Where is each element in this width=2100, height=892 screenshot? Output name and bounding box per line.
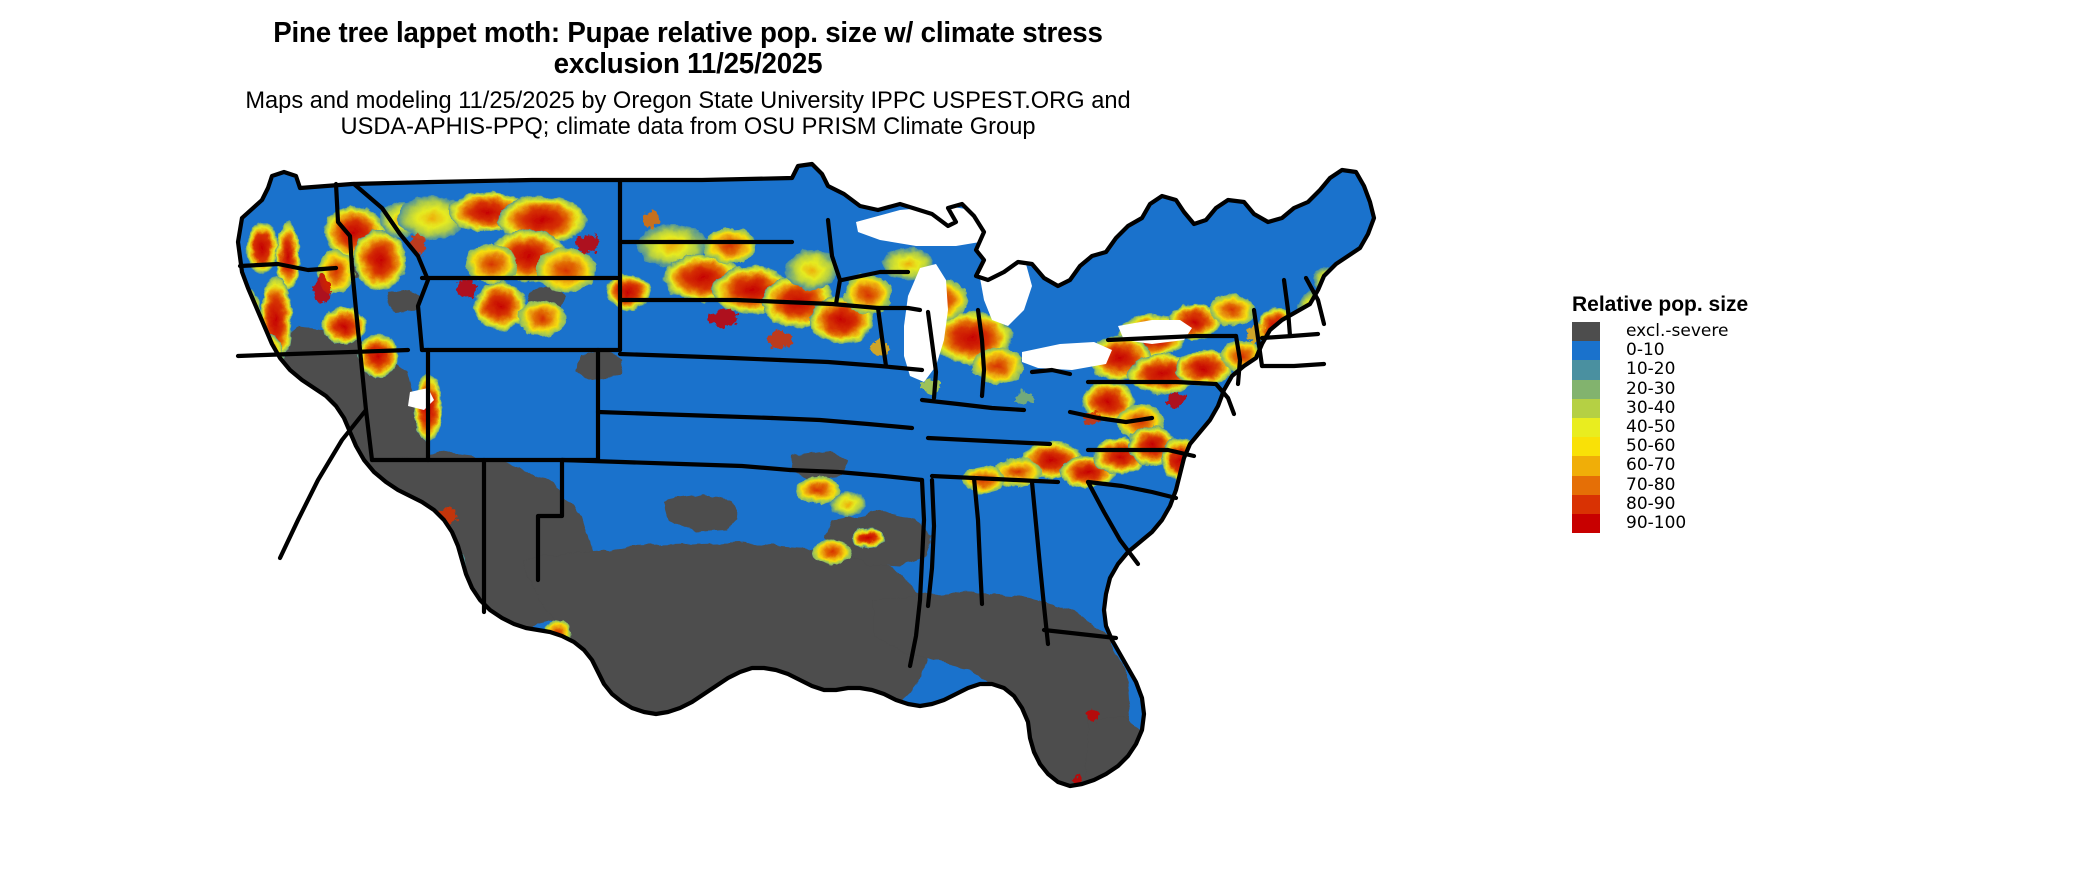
legend-color-swatch	[1572, 475, 1600, 495]
legend-row: 80-90	[1572, 493, 1902, 514]
legend-row: 60-70	[1572, 455, 1902, 476]
legend-label: 10-20	[1626, 359, 1676, 380]
legend-row: 20-30	[1572, 378, 1902, 399]
legend-label: 70-80	[1626, 474, 1676, 495]
map-legend: Relative pop. size excl.-severe 0-10 10-20…	[1572, 293, 1902, 534]
page-subtitle: Maps and modeling 11/25/2025 by Oregon S…	[245, 87, 1131, 141]
legend-color-swatch	[1572, 417, 1600, 438]
legend-row: 30-40	[1572, 397, 1902, 418]
legend-color-swatch	[1572, 322, 1600, 342]
legend-label: 90-100	[1626, 512, 1687, 533]
legend-row: 70-80	[1572, 474, 1902, 495]
legend-label: excl.-severe	[1626, 321, 1729, 342]
legend-color-swatch	[1572, 341, 1600, 361]
legend-color-swatch	[1572, 437, 1600, 457]
legend-color-swatch	[1572, 456, 1600, 476]
page-title: Pine tree lappet moth: Pupae relative po…	[273, 17, 1103, 80]
legend-title: Relative pop. size	[1572, 293, 1749, 316]
legend-row: 50-60	[1572, 436, 1902, 457]
us-choropleth-map	[232, 160, 1552, 890]
legend-label: 0-10	[1626, 340, 1665, 361]
legend-row: excl.-severe	[1572, 321, 1902, 342]
legend-row: 10-20	[1572, 359, 1902, 380]
legend-color-swatch	[1572, 398, 1600, 418]
legend-label: 20-30	[1626, 378, 1676, 399]
legend-row: 90-100	[1572, 512, 1902, 534]
subtitle-block: Maps and modeling 11/25/2025 by Oregon S…	[0, 87, 1376, 141]
legend-color-swatch	[1572, 379, 1600, 399]
legend-label: 80-90	[1626, 493, 1676, 514]
legend-color-swatch	[1572, 494, 1600, 514]
legend-label: 40-50	[1626, 417, 1676, 438]
legend-row: 40-50	[1572, 417, 1902, 438]
legend-items: excl.-severe 0-10 10-20 20-30 30-40 40-50 50-6…	[1572, 321, 1902, 534]
map-svg	[235, 161, 1377, 789]
title-block: Pine tree lappet moth: Pupae relative po…	[0, 17, 1376, 80]
legend-color-swatch	[1572, 360, 1600, 380]
map-boundaries-layer	[235, 161, 1377, 789]
legend-label: 50-60	[1626, 436, 1676, 457]
legend-color-swatch	[1572, 513, 1600, 534]
legend-label: 60-70	[1626, 455, 1676, 476]
legend-label: 30-40	[1626, 397, 1676, 418]
legend-row: 0-10	[1572, 340, 1902, 361]
